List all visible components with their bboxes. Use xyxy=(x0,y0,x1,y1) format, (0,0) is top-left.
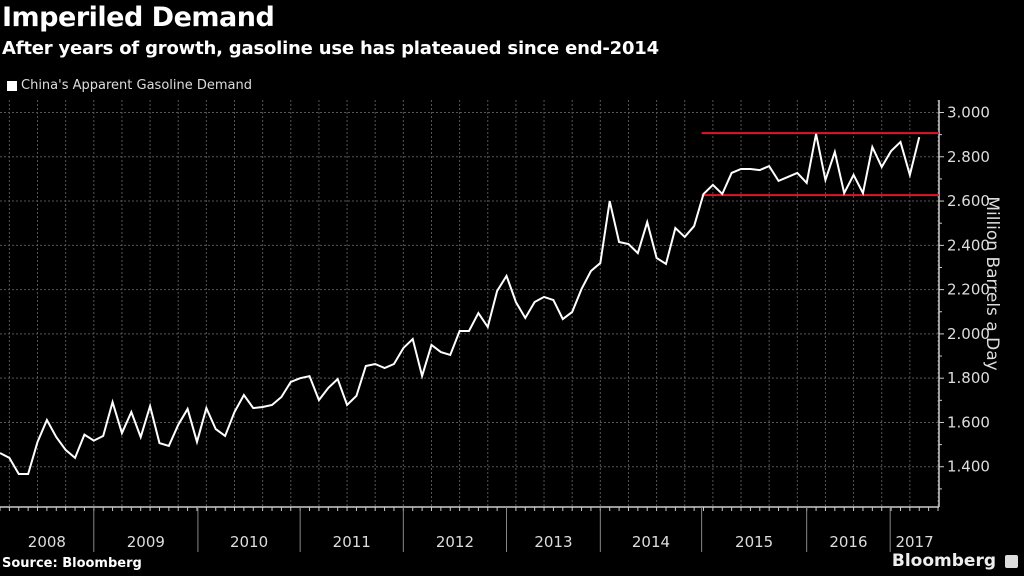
y-axis-label: Million Barrels a Day xyxy=(982,196,1002,370)
y-tick-label: 1.600 xyxy=(947,413,990,431)
x-tick-label: 2017 xyxy=(895,533,933,551)
bloomberg-chart-icon xyxy=(1005,555,1018,568)
y-tick-label: 2.400 xyxy=(947,236,990,254)
x-tick-label: 2011 xyxy=(333,533,371,551)
x-tick-label: 2016 xyxy=(829,533,867,551)
x-tick-label: 2014 xyxy=(632,533,670,551)
chart-title: Imperiled Demand xyxy=(2,2,275,33)
y-tick-label: 2.600 xyxy=(947,192,990,210)
x-tick-label: 2012 xyxy=(436,533,474,551)
x-tick-label: 2013 xyxy=(534,533,572,551)
chart-subtitle: After years of growth, gasoline use has … xyxy=(2,38,659,59)
legend-label: China's Apparent Gasoline Demand xyxy=(21,78,252,93)
y-tick-label: 2.200 xyxy=(947,281,990,299)
y-tick-label: 2.800 xyxy=(947,148,990,166)
y-tick-label: 1.400 xyxy=(947,458,990,476)
x-tick-label: 2015 xyxy=(735,533,773,551)
x-tick-label: 2010 xyxy=(230,533,268,551)
legend: China's Apparent Gasoline Demand xyxy=(7,78,252,93)
x-tick-label: 2009 xyxy=(127,533,165,551)
x-tick-label: 2008 xyxy=(28,533,66,551)
y-tick-label: 3.000 xyxy=(947,104,990,122)
legend-swatch xyxy=(7,80,17,91)
bloomberg-logo: Bloomberg xyxy=(891,551,996,571)
source-note: Source: Bloomberg xyxy=(2,556,142,571)
y-tick-label: 1.800 xyxy=(947,369,990,387)
y-tick-label: 2.000 xyxy=(947,325,990,343)
